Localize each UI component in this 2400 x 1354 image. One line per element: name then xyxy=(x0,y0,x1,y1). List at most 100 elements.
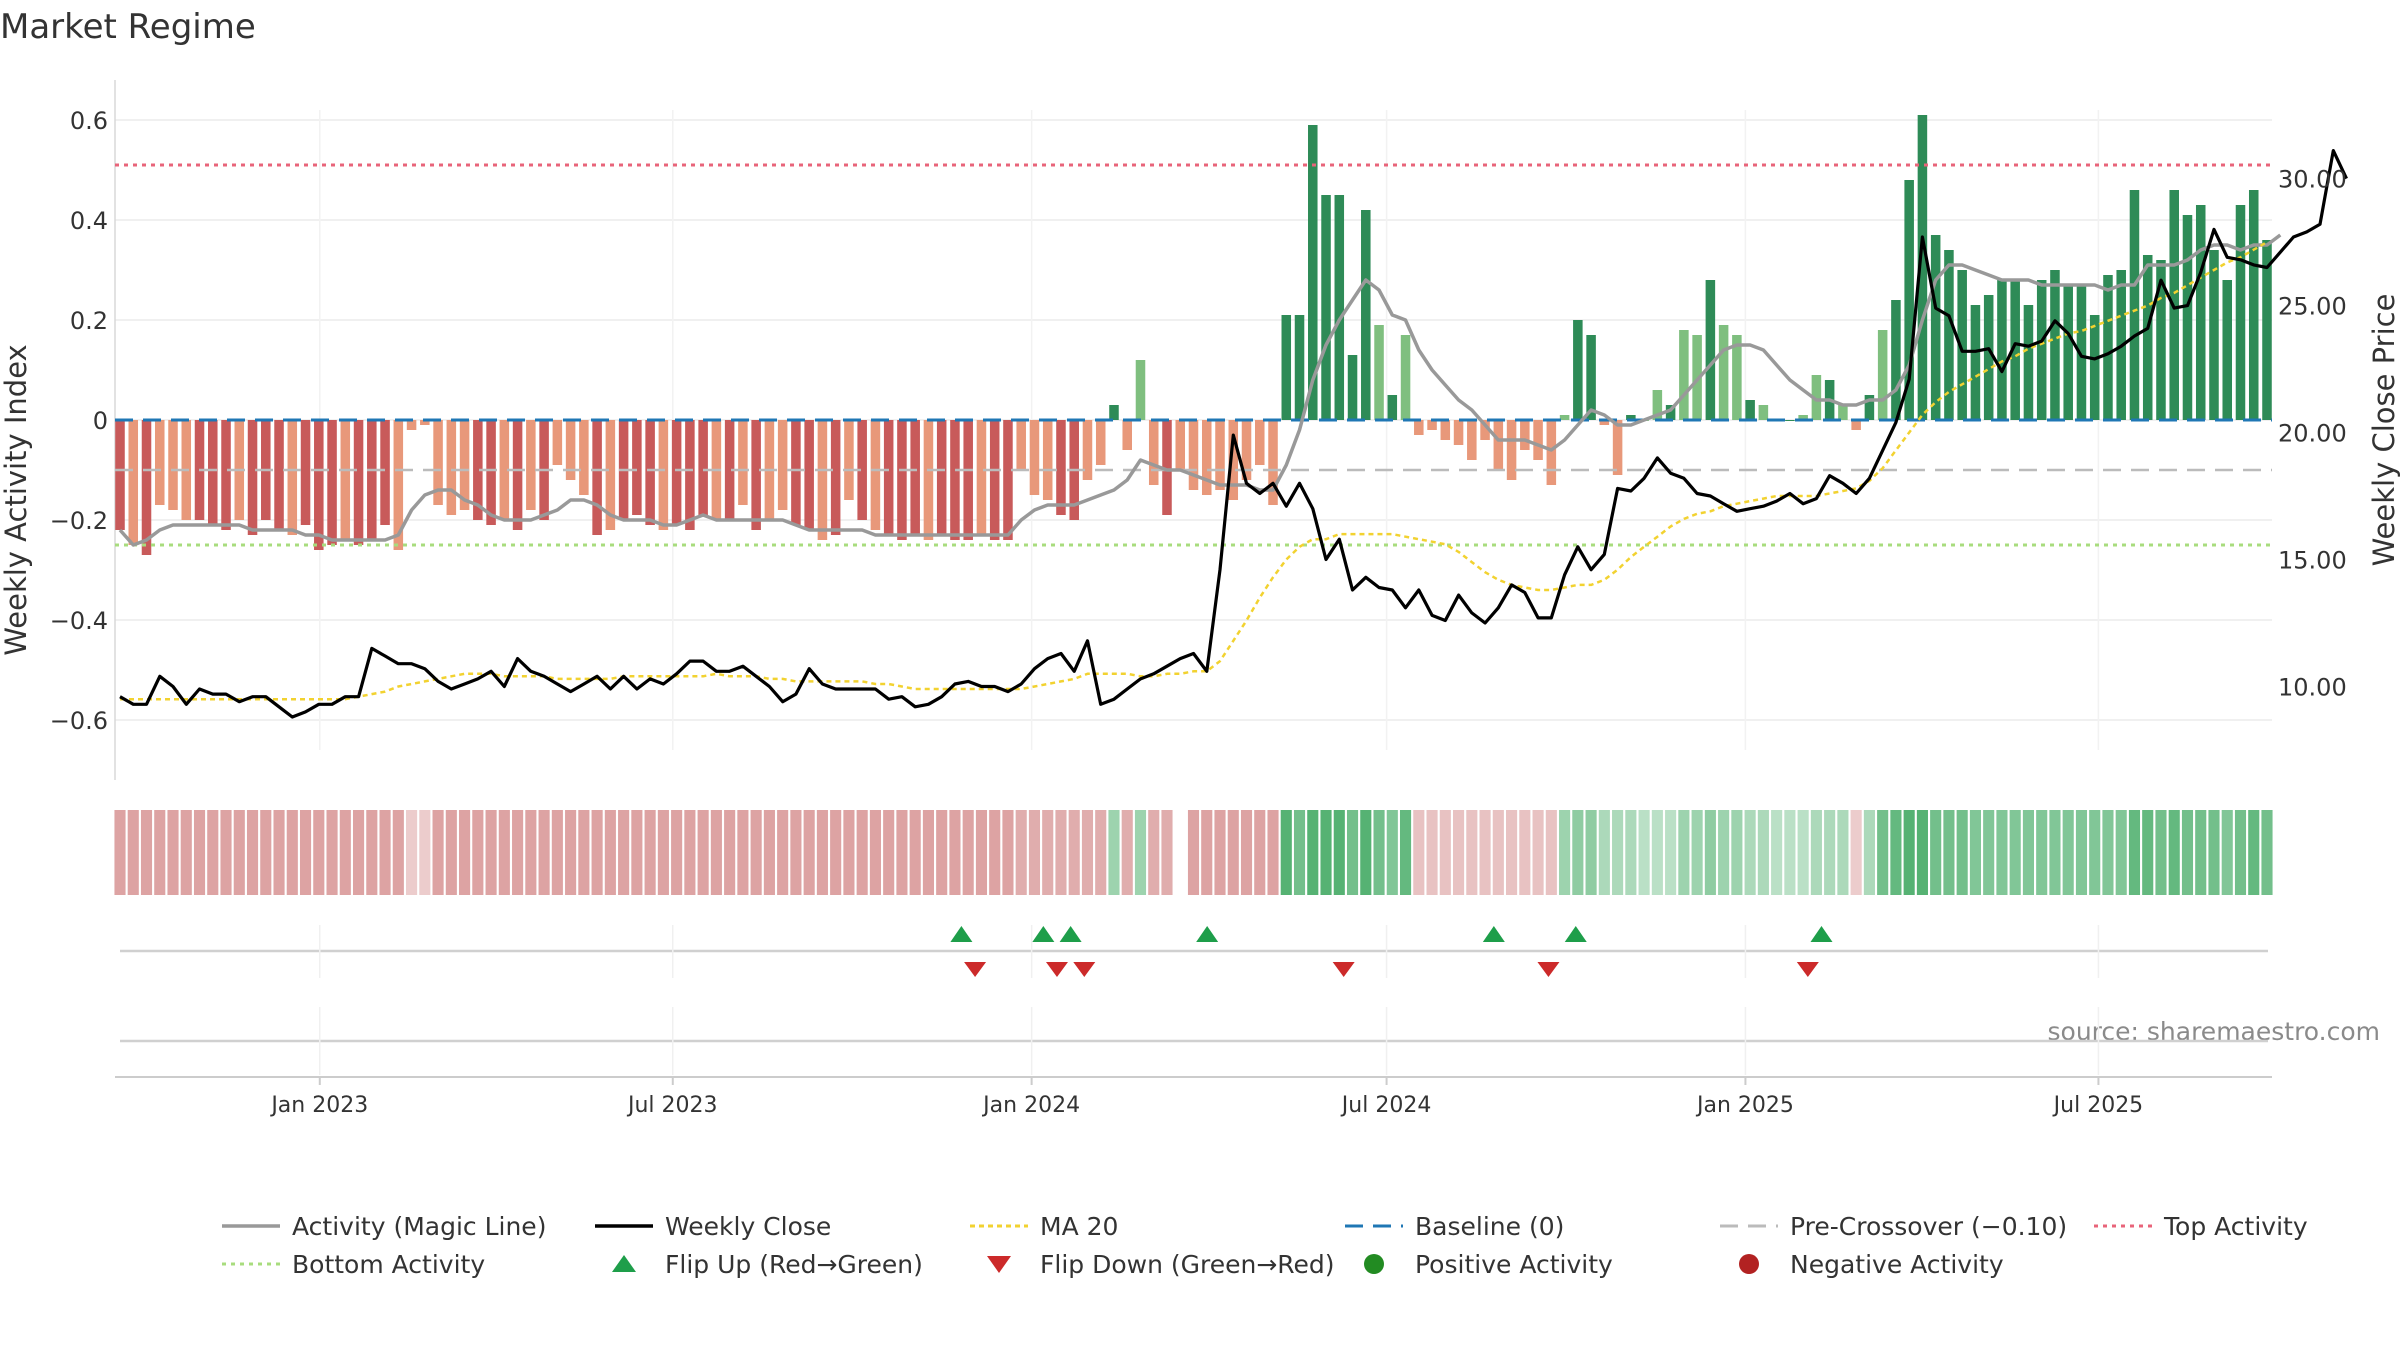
regime-cell xyxy=(207,810,219,895)
activity-bar xyxy=(2050,270,2060,420)
regime-cell xyxy=(1081,810,1094,895)
legend-label: Bottom Activity xyxy=(292,1250,485,1279)
regime-cell xyxy=(883,810,895,895)
activity-bar xyxy=(632,420,642,515)
activity-bar xyxy=(685,420,695,530)
activity-bar xyxy=(989,420,1000,540)
activity-bar xyxy=(1851,420,1861,430)
regime-cell xyxy=(1903,810,1915,895)
activity-bar xyxy=(1056,420,1066,515)
regime-cell xyxy=(551,810,563,895)
activity-bar xyxy=(1387,395,1398,420)
regime-cell xyxy=(1399,810,1412,895)
regime-cell xyxy=(154,810,166,895)
activity-bar xyxy=(2195,205,2206,420)
left-tick-label: 0.4 xyxy=(70,207,108,235)
regime-cell xyxy=(352,810,365,895)
regime-cell xyxy=(737,810,749,895)
regime-cell xyxy=(512,810,524,895)
regime-cell xyxy=(246,810,259,895)
activity-bar xyxy=(1095,420,1106,465)
axis-ticks: 0.6 0.4 0.2 0 −0.2 −0.4 −0.6 30.00 25.00 20.00 15.… xyxy=(50,107,2347,735)
regime-cell xyxy=(286,810,298,895)
x-tick-label: Jul 2024 xyxy=(1340,1093,1432,1118)
reference-lines xyxy=(115,163,2272,547)
regime-cell xyxy=(2075,810,2088,895)
regime-cell xyxy=(830,810,842,895)
activity-bar xyxy=(1148,420,1159,485)
legend-item-flipdown: Flip Down (Green→Red) xyxy=(987,1250,1335,1279)
regime-cell xyxy=(1453,810,1465,895)
left-axis-label: Weekly Activity Index xyxy=(0,344,33,655)
activity-bar xyxy=(950,420,960,540)
activity-bar xyxy=(897,420,907,540)
regime-cell xyxy=(127,810,139,895)
regime-cell xyxy=(1360,810,1372,895)
activity-bar xyxy=(486,420,496,525)
activity-bar xyxy=(1705,280,1716,420)
activity-bar xyxy=(327,420,337,545)
regime-cell xyxy=(1771,810,1783,895)
regime-cell xyxy=(869,810,881,895)
activity-bar xyxy=(1785,420,1795,421)
activity-bar xyxy=(1838,405,1848,420)
regime-cell xyxy=(1784,810,1796,895)
activity-bar xyxy=(645,420,655,525)
regime-cell xyxy=(1108,810,1120,895)
regime-cell xyxy=(896,810,908,895)
activity-bar xyxy=(473,420,483,520)
regime-cell xyxy=(273,810,285,895)
regime-cell xyxy=(1293,810,1306,895)
activity-bar xyxy=(2142,255,2153,420)
regime-cell xyxy=(1068,810,1080,895)
regime-cell xyxy=(1426,810,1438,895)
activity-bar xyxy=(2156,260,2166,420)
legend-label: Top Activity xyxy=(2163,1212,2308,1241)
regime-cell xyxy=(1665,810,1677,895)
regime-cell xyxy=(2089,810,2101,895)
regime-cell xyxy=(1333,810,1345,895)
regime-cell xyxy=(1095,810,1107,895)
regime-cell xyxy=(1704,810,1716,895)
ma20-line xyxy=(120,241,2268,701)
regime-cell xyxy=(1731,810,1743,895)
legend-label: Flip Up (Red→Green) xyxy=(665,1250,923,1279)
regime-cell xyxy=(2115,810,2127,895)
regime-cell xyxy=(1492,810,1504,895)
regime-cell xyxy=(644,810,656,895)
activity-bar xyxy=(1930,235,1941,420)
activity-bar xyxy=(1374,325,1384,420)
regime-cell xyxy=(326,810,338,895)
activity-bar xyxy=(367,420,377,540)
activity-bar xyxy=(738,420,748,505)
activity-bar xyxy=(1798,415,1808,420)
activity-bar xyxy=(698,420,708,515)
activity-bar xyxy=(2023,305,2034,420)
regime-cell xyxy=(1612,810,1624,895)
regime-cell xyxy=(2062,810,2074,895)
regime-cell xyxy=(1678,810,1690,895)
legend-label: Activity (Magic Line) xyxy=(292,1212,546,1241)
regime-cell xyxy=(631,810,643,895)
regime-cell xyxy=(1863,810,1875,895)
regime-cell xyxy=(1718,810,1730,895)
activity-bar xyxy=(420,420,430,425)
regime-cell xyxy=(578,810,590,895)
activity-bar xyxy=(1201,420,1212,495)
regime-cell xyxy=(2221,810,2233,895)
activity-bar xyxy=(1612,420,1623,475)
legend-item-negdot: Negative Activity xyxy=(1739,1250,2004,1279)
activity-bar xyxy=(1877,330,1888,420)
activity-bar xyxy=(1970,305,1981,420)
regime-cell xyxy=(2022,810,2035,895)
activity-bar xyxy=(459,420,470,510)
regime-cell xyxy=(1028,810,1041,895)
activity-bar xyxy=(1082,420,1093,480)
activity-bar xyxy=(406,420,417,430)
activity-bar xyxy=(446,420,457,515)
regime-cell xyxy=(2234,810,2247,895)
regime-cell xyxy=(1545,810,1557,895)
activity-bar xyxy=(1268,420,1278,505)
activity-bar xyxy=(1294,315,1305,420)
